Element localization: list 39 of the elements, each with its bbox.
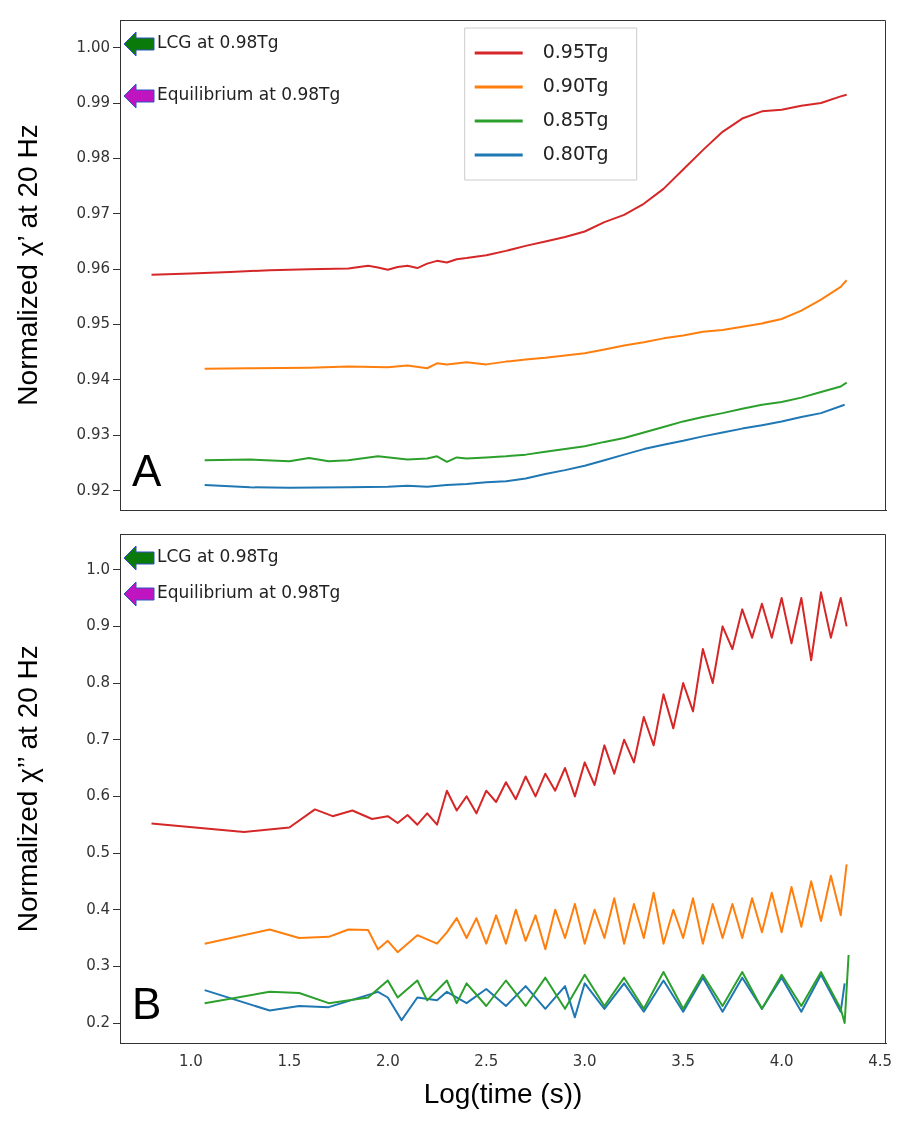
y-tick-label: 0.9: [86, 616, 110, 635]
y-tick-label: 1.0: [86, 559, 110, 578]
y-tick-label: 0.99: [76, 92, 110, 111]
legend-label: 0.85Tg: [542, 107, 609, 130]
x-tick-label: 4.0: [769, 1052, 794, 1071]
y-axis-title: Normalized χ’ at 20 Hz: [11, 124, 43, 406]
legend-label: 0.95Tg: [542, 39, 609, 62]
annotation: Equilibrium at 0.98Tg: [157, 84, 341, 105]
y-tick-label: 0.96: [76, 259, 110, 278]
y-tick-label: 0.92: [76, 480, 110, 499]
x-axis-title: Log(time (s)): [423, 1077, 583, 1109]
x-tick-label: 1.5: [277, 1052, 302, 1071]
y-tick-label: 0.2: [86, 1012, 110, 1031]
x-tick-label: 2.0: [375, 1052, 400, 1071]
x-tick-label: 3.0: [572, 1052, 597, 1071]
annotation: LCG at 0.98Tg: [157, 546, 279, 567]
legend-label: 0.90Tg: [542, 73, 609, 96]
y-tick-label: 0.97: [76, 203, 110, 222]
y-tick-label: 0.94: [76, 369, 110, 388]
y-tick-label: 0.93: [76, 425, 110, 444]
x-tick-label: 2.5: [474, 1052, 499, 1071]
annotation: Equilibrium at 0.98Tg: [157, 582, 341, 603]
y-axis-title: Normalized χ’’ at 20 Hz: [11, 645, 43, 933]
y-tick-label: 0.5: [86, 842, 110, 861]
annotation: LCG at 0.98Tg: [157, 32, 279, 53]
x-tick-label: 3.5: [671, 1052, 696, 1071]
y-tick-label: 0.98: [76, 148, 110, 167]
annotation: B: [132, 979, 162, 1029]
x-tick-label: 4.5: [868, 1052, 893, 1071]
y-tick-label: 0.95: [76, 314, 110, 333]
y-tick-label: 0.8: [86, 672, 110, 691]
y-tick-label: 0.6: [86, 786, 110, 805]
y-tick-label: 1.00: [76, 37, 110, 56]
y-tick-label: 0.7: [86, 729, 110, 748]
y-tick-label: 0.4: [86, 899, 110, 918]
annotation: A: [132, 446, 162, 495]
legend-label: 0.80Tg: [542, 141, 609, 164]
y-tick-label: 0.3: [86, 956, 110, 975]
x-tick-label: 1.0: [178, 1052, 203, 1071]
